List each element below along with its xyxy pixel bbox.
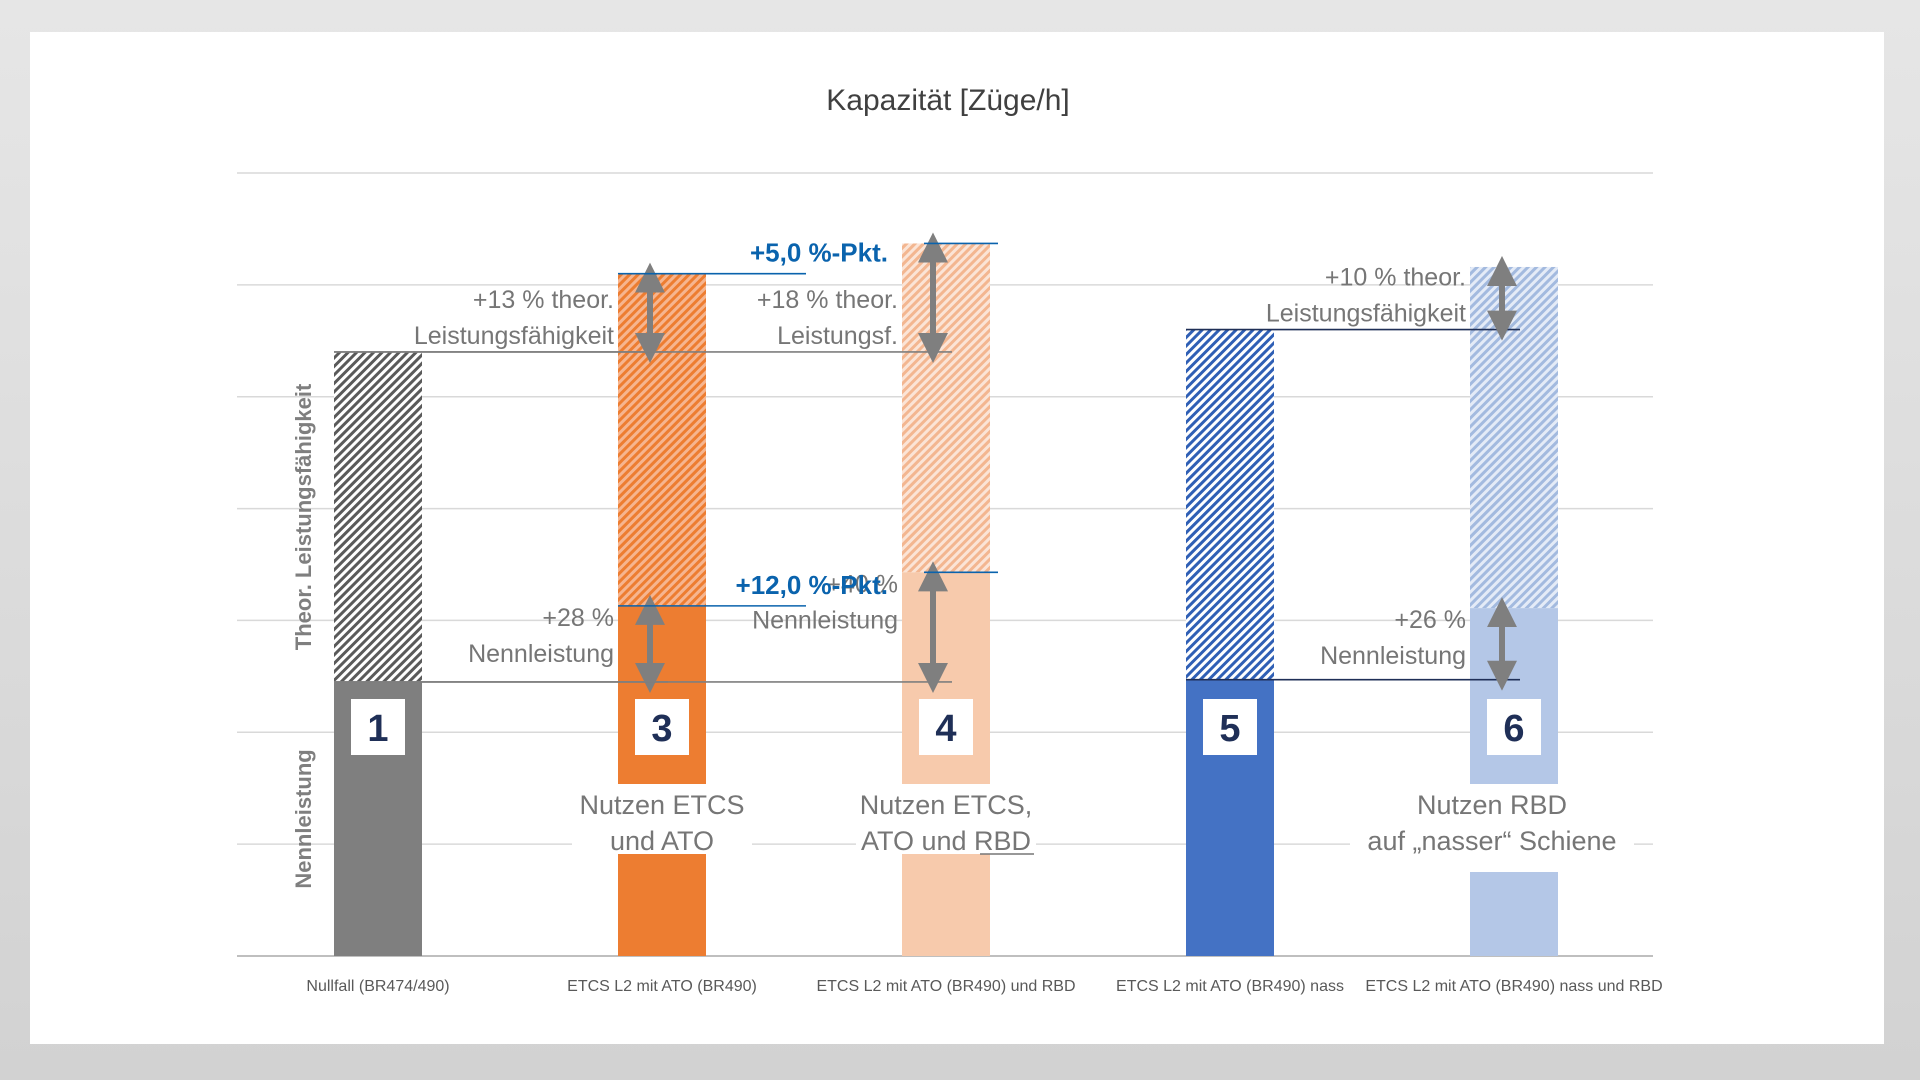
number-box (635, 699, 689, 755)
bar-theoretical-4 (1186, 329, 1274, 680)
bar-theoretical-3 (902, 243, 990, 573)
percentage-point-label: +12,0 %-Pkt. (736, 570, 888, 600)
chart-card: 1 Nullfall (BR474/490) 3 ETCS L2 mit ATO (B… (30, 32, 1884, 1044)
nominal-increase-text: +40 % (826, 570, 898, 598)
bar-nominal-2 (618, 605, 706, 956)
bar-theoretical-2 (618, 273, 706, 606)
band-label-theoretical: Theor. Leistungsfähigkeit (291, 383, 316, 650)
bar-theoretical-5 (1470, 266, 1558, 609)
x-tick-label: ETCS L2 mit ATO (BR490) nass (1116, 978, 1344, 995)
capacity-chart: 1 Nullfall (BR474/490) 3 ETCS L2 mit ATO (B… (237, 84, 1663, 995)
theoretical-increase-text: +18 % theor. (757, 286, 898, 314)
theoretical-increase-label: Leistungsfähigkeit (414, 322, 614, 350)
benefit-text-line-1: Nutzen ETCS, (860, 790, 1033, 820)
chart-title: Kapazität [Züge/h] (826, 84, 1070, 117)
x-tick-label: Nullfall (BR474/490) (306, 978, 449, 995)
bar-number: 3 (651, 708, 672, 750)
benefit-text-line-1: Nutzen ETCS (579, 790, 744, 820)
nominal-increase-text: +26 % (1394, 606, 1466, 634)
bar-number: 6 (1503, 708, 1524, 750)
number-box (919, 699, 973, 755)
nominal-increase-label: Nennleistung (1320, 642, 1466, 670)
number-box (351, 699, 405, 755)
theoretical-increase-label: Leistungsfähigkeit (1266, 300, 1466, 328)
number-box (1203, 699, 1257, 755)
benefit-box (1350, 784, 1634, 872)
x-tick-label: ETCS L2 mit ATO (BR490) (567, 978, 757, 995)
benefit-text-line-2: und ATO (610, 826, 714, 856)
bar-theoretical-1 (334, 351, 422, 682)
bar-number: 4 (935, 708, 956, 750)
annotations: Nennleistung Theor. Leistungsfähigkeit +28… (291, 232, 1634, 889)
bar-nominal-5 (1470, 608, 1558, 956)
benefit-text-line-2: ATO und RBD (861, 826, 1031, 856)
bar-number: 1 (367, 708, 388, 750)
theoretical-increase-text: +10 % theor. (1325, 264, 1466, 292)
benefit-text-line-2: auf „nasser“ Schiene (1367, 826, 1616, 856)
band-label-nominal: Nennleistung (291, 749, 316, 888)
bar-nominal-3 (902, 572, 990, 956)
bar-number: 5 (1219, 708, 1240, 750)
benefit-box (572, 784, 752, 854)
benefit-text-line-1: Nutzen RBD (1417, 790, 1567, 820)
theoretical-increase-text: +13 % theor. (473, 286, 614, 314)
x-tick-label: ETCS L2 mit ATO (BR490) und RBD (816, 978, 1075, 995)
theoretical-increase-label: Leistungsf. (777, 322, 898, 350)
x-tick-label: ETCS L2 mit ATO (BR490) nass und RBD (1365, 978, 1662, 995)
benefit-box (856, 784, 1036, 854)
nominal-increase-text: +28 % (542, 604, 614, 632)
percentage-point-label: +5,0 %-Pkt. (750, 238, 888, 268)
nominal-increase-label: Nennleistung (468, 640, 614, 668)
nominal-increase-label: Nennleistung (752, 606, 898, 634)
number-box (1487, 699, 1541, 755)
